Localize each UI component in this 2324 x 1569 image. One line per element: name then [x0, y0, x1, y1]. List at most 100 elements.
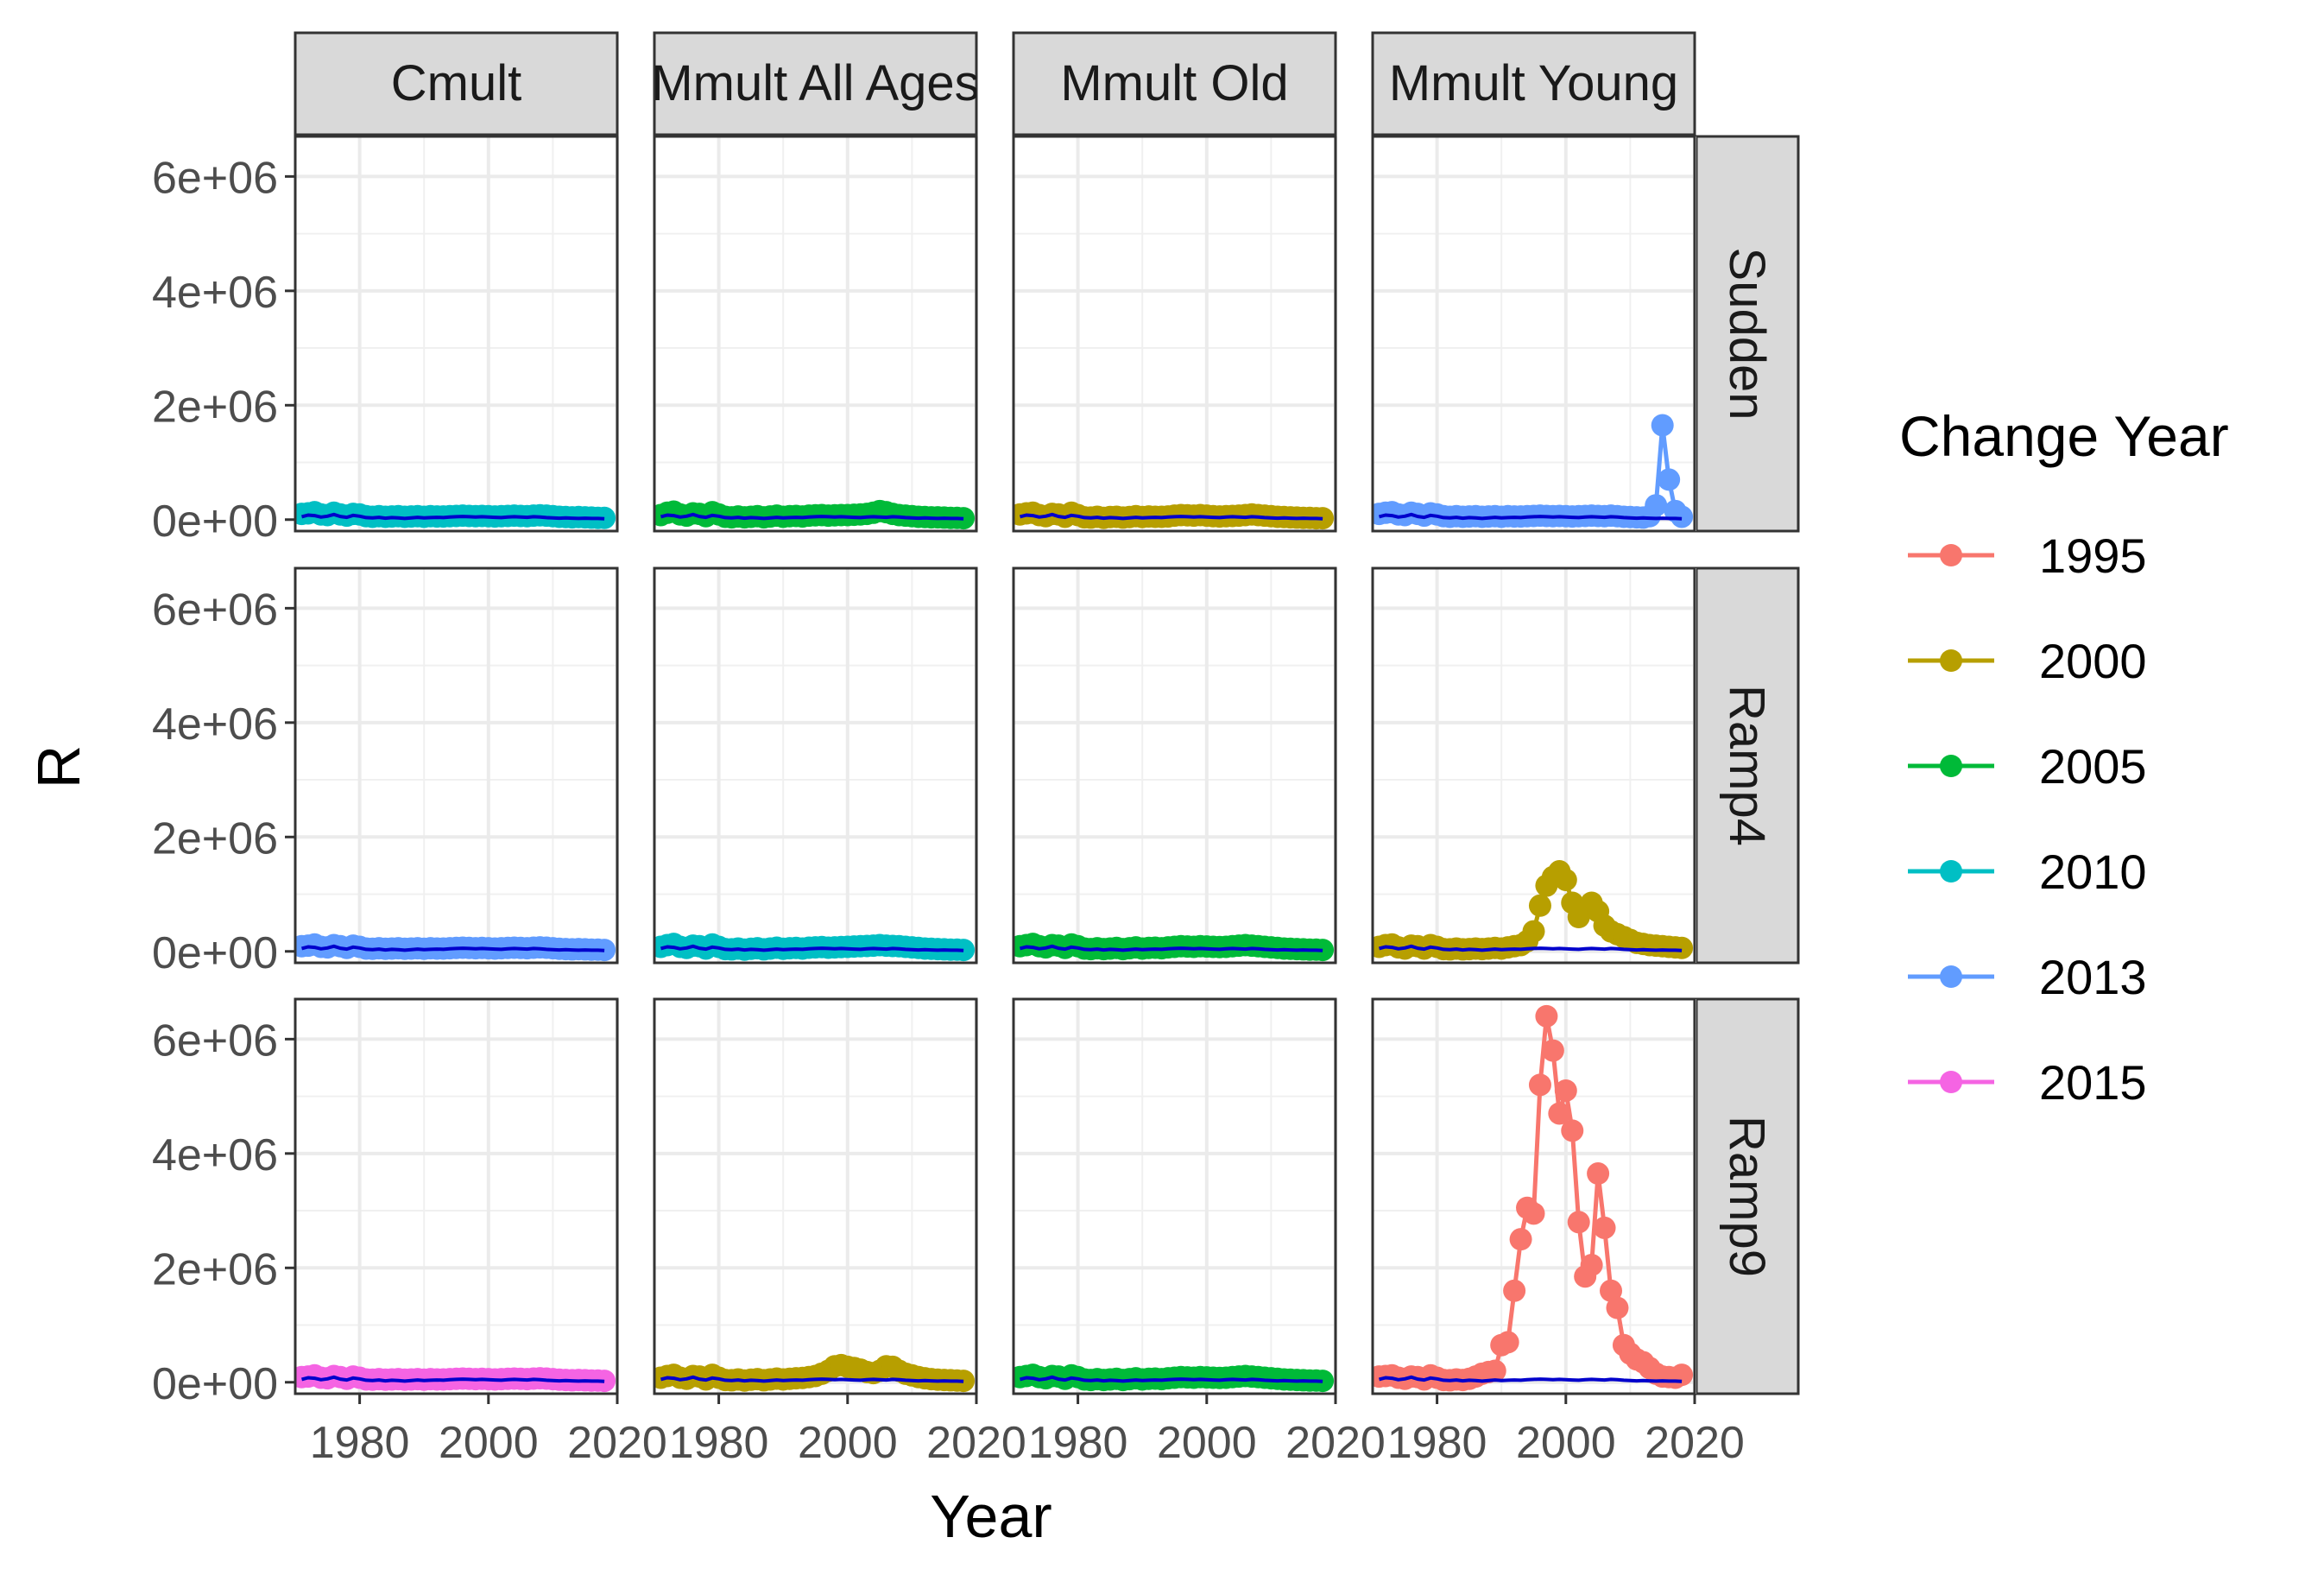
panels-layer: Cmult Mmult All Ages Mmult Old Mmult Young S… [294, 31, 1800, 1395]
x-axis-mmult-old: 1980 2000 2020 [1028, 1394, 1386, 1468]
column-strip-label: Cmult [391, 55, 521, 111]
panel-ramp9-cmult [294, 997, 619, 1395]
reference-line [660, 1375, 964, 1383]
column-strip-box [653, 31, 978, 136]
panel-border [1012, 135, 1337, 533]
column-strip-box [1012, 31, 1337, 136]
y-tick-label: 0e+00 [152, 928, 278, 978]
column-strip-mmult-all-ages: Mmult All Ages [653, 31, 978, 136]
panel-background [295, 568, 617, 963]
panel-background [1373, 136, 1695, 531]
legend-item-2005: 2005 [1908, 739, 2147, 794]
legend: Change Year 1995 2000 2005 2010 2013 2015 [1899, 404, 2229, 1110]
column-strip-box [294, 31, 619, 136]
panel-background [654, 999, 976, 1394]
y-tick-label: 4e+06 [152, 1130, 278, 1180]
series-change-year-2010 [295, 501, 616, 529]
legend-title: Change Year [1899, 404, 2229, 468]
reference-line [1020, 512, 1323, 521]
panel-background [1014, 568, 1336, 963]
reference-line [660, 944, 964, 952]
reference-line [1379, 944, 1683, 952]
legend-item-2015: 2015 [1908, 1055, 2147, 1110]
series-point [1528, 1073, 1551, 1097]
panel-border [653, 566, 978, 965]
series-point [1587, 1162, 1610, 1186]
x-axis-mmult-young: 1980 2000 2020 [1387, 1394, 1745, 1468]
x-tick-label: 2000 [439, 1418, 539, 1468]
row-strip-ramp4: Ramp4 [1695, 566, 1800, 965]
legend-key-point [1940, 1071, 1962, 1093]
series-point [1522, 920, 1545, 943]
panel-background [654, 568, 976, 963]
series-point [1593, 1216, 1616, 1239]
series-point [1606, 1296, 1629, 1319]
column-strip-mmult-young: Mmult Young [1371, 31, 1696, 136]
series-change-year-2005 [1014, 1363, 1335, 1393]
legend-key-point [1940, 649, 1962, 672]
series-change-year-1995 [1373, 1004, 1694, 1392]
series-point [1503, 1279, 1526, 1302]
series-point [1541, 1039, 1564, 1062]
series-point [1651, 414, 1674, 437]
y-tick-label: 2e+06 [152, 382, 278, 432]
x-tick-label: 2020 [926, 1418, 1026, 1468]
panel-background [1014, 136, 1336, 531]
y-tick-label: 6e+06 [152, 153, 278, 203]
series-change-year-2000 [1014, 501, 1335, 530]
series-point [1522, 1202, 1545, 1225]
x-tick-label: 2000 [1157, 1418, 1257, 1468]
legend-items: 1995 2000 2005 2010 2013 2015 [1908, 528, 2147, 1110]
reference-line [301, 944, 605, 952]
legend-item-2013: 2013 [1908, 950, 2147, 1004]
axes-layer: 0e+00 2e+06 4e+06 6e+06 0e+00 2e+06 4e+06 6e+06… [152, 153, 1745, 1468]
y-tick-label: 2e+06 [152, 813, 278, 864]
y-axis-ramp4: 0e+00 2e+06 4e+06 6e+06 [152, 585, 295, 978]
legend-key-point [1940, 860, 1962, 883]
panel-ramp4-mmult-young [1371, 566, 1696, 965]
legend-item-label: 2000 [2039, 634, 2147, 688]
column-strip-label: Mmult Old [1060, 55, 1288, 111]
y-axis-title: R [25, 745, 92, 789]
legend-item-label: 2005 [2039, 739, 2147, 794]
column-strip-label: Mmult Young [1389, 55, 1678, 111]
panel-background [295, 136, 617, 531]
reference-line [1379, 1375, 1683, 1383]
series-point [1509, 1228, 1532, 1251]
row-strip-box [1695, 997, 1800, 1395]
series-point [1645, 494, 1668, 517]
panel-sudden-mmult-young [1371, 135, 1696, 533]
series-change-year-2013 [295, 933, 616, 962]
y-tick-label: 2e+06 [152, 1244, 278, 1294]
x-tick-label: 1980 [1387, 1418, 1487, 1468]
x-tick-label: 2020 [1645, 1418, 1745, 1468]
series-point [1600, 1279, 1623, 1302]
series-point [1670, 936, 1694, 959]
row-strip-box [1695, 566, 1800, 965]
x-tick-label: 1980 [1028, 1418, 1128, 1468]
panel-border [1371, 997, 1696, 1395]
row-strip-label: Ramp9 [1719, 1116, 1775, 1277]
column-strip-cmult: Cmult [294, 31, 619, 136]
panel-background [295, 999, 617, 1394]
legend-key-point [1940, 755, 1962, 777]
panel-ramp9-mmult-young [1371, 997, 1696, 1395]
legend-item-label: 1995 [2039, 528, 2147, 583]
legend-item-label: 2010 [2039, 845, 2147, 899]
legend-key-point [1940, 544, 1962, 566]
panel-ramp4-mmult-all-ages [653, 566, 978, 965]
reference-line [1020, 1375, 1323, 1383]
y-axis-sudden: 0e+00 2e+06 4e+06 6e+06 [152, 153, 295, 547]
series-change-year-2015 [295, 1363, 616, 1393]
panel-border [1012, 566, 1337, 965]
row-strip-ramp9: Ramp9 [1695, 997, 1800, 1395]
series-point [1567, 1211, 1590, 1234]
legend-item-label: 2015 [2039, 1055, 2147, 1110]
panel-border [1371, 566, 1696, 965]
series-change-year-2005 [1014, 933, 1335, 962]
column-strip-box [1371, 31, 1696, 136]
x-tick-label: 2000 [1516, 1418, 1616, 1468]
panel-background [654, 136, 976, 531]
panel-ramp4-mmult-old [1012, 566, 1337, 965]
